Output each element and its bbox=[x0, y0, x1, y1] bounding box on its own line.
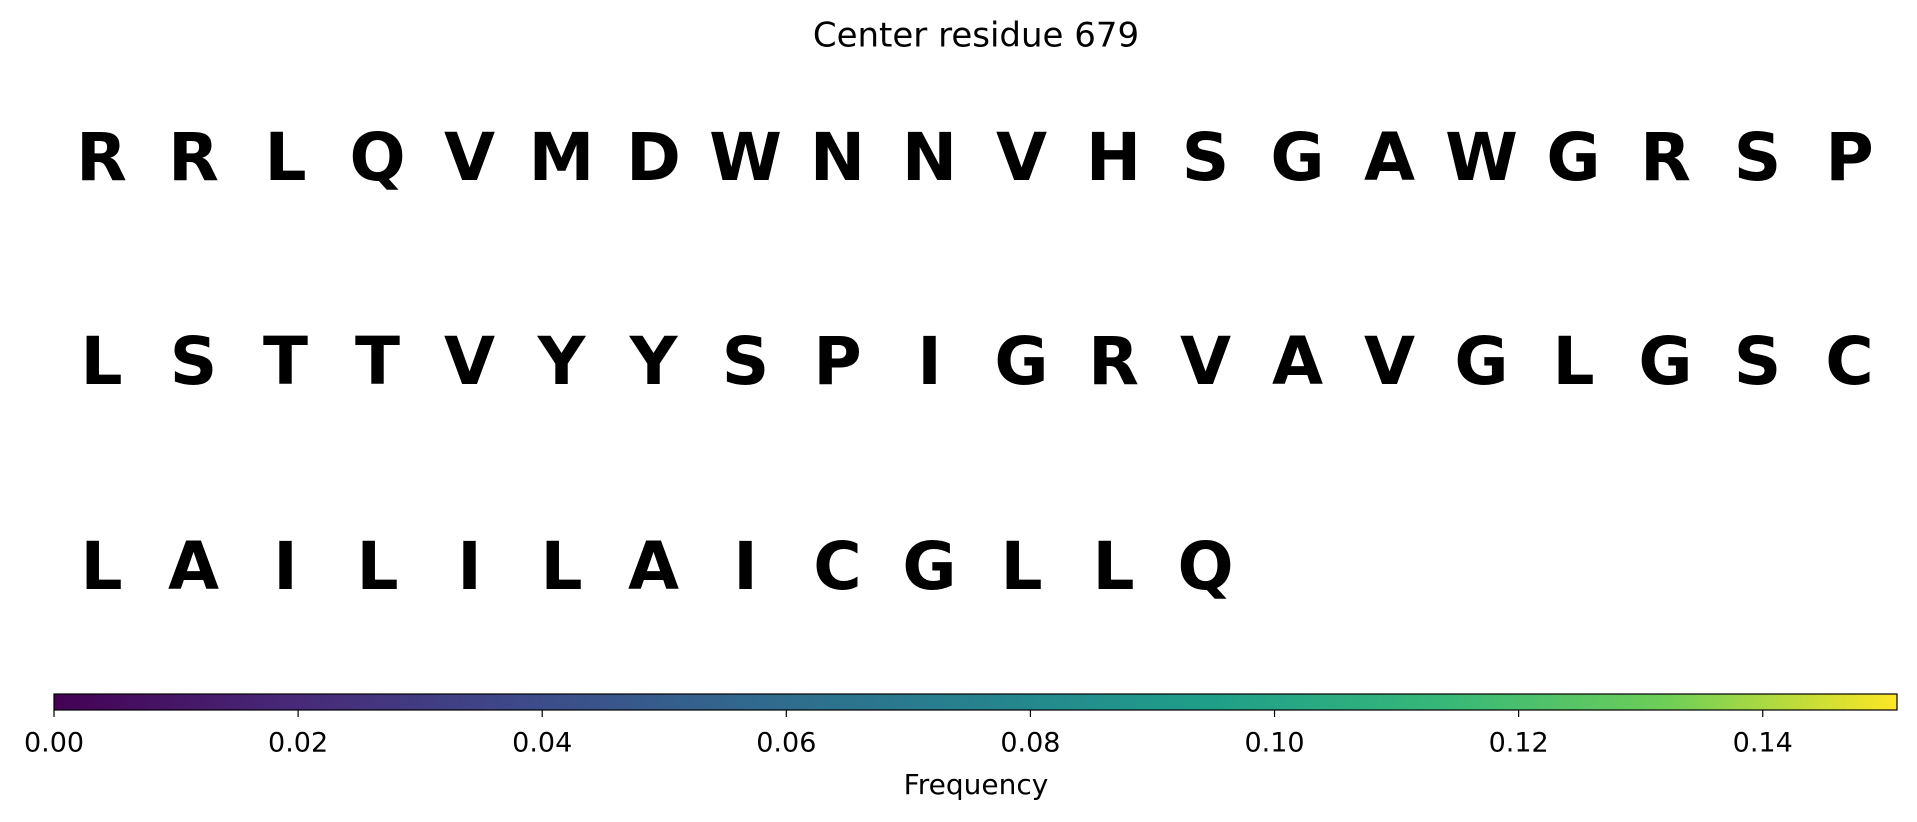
residue-letter: A bbox=[1364, 119, 1415, 196]
chart-title: Center residue 679 bbox=[813, 16, 1139, 56]
residue-letter: L bbox=[1000, 528, 1042, 605]
residue-letter: Q bbox=[349, 119, 405, 196]
residue-letter: I bbox=[733, 528, 758, 605]
residue-letter: P bbox=[813, 323, 861, 400]
residue-letter: R bbox=[168, 119, 219, 196]
residue-letter: I bbox=[457, 528, 482, 605]
residue-letter: G bbox=[1638, 323, 1692, 400]
x-tick-label: 0.12 bbox=[1489, 728, 1549, 759]
residue-letter: I bbox=[273, 528, 298, 605]
residue-letter: S bbox=[170, 323, 218, 400]
residue-letter: C bbox=[813, 528, 861, 605]
residue-letter: I bbox=[917, 323, 942, 400]
residue-letter: L bbox=[540, 528, 582, 605]
residue-letter: R bbox=[1088, 323, 1139, 400]
residue-letter: A bbox=[1272, 323, 1323, 400]
residue-letter: S bbox=[1734, 119, 1782, 196]
residue-letter: S bbox=[722, 323, 770, 400]
x-tick-label: 0.14 bbox=[1733, 728, 1793, 759]
residue-letter: D bbox=[626, 119, 681, 196]
residue-letter: G bbox=[902, 528, 956, 605]
residue-letter: W bbox=[1445, 119, 1518, 196]
residue-letter: S bbox=[1734, 323, 1782, 400]
residue-letter: T bbox=[355, 323, 400, 400]
residue-letter: L bbox=[356, 528, 398, 605]
x-tick-label: 0.00 bbox=[24, 728, 84, 759]
residue-letter: A bbox=[628, 528, 679, 605]
residue-letter: R bbox=[76, 119, 127, 196]
residue-letter: L bbox=[1552, 323, 1594, 400]
residue-letter: L bbox=[80, 528, 122, 605]
residue-letter: G bbox=[1546, 119, 1600, 196]
x-tick-label: 0.06 bbox=[756, 728, 816, 759]
residue-letter: A bbox=[168, 528, 219, 605]
x-tick-label: 0.08 bbox=[1000, 728, 1060, 759]
residue-letter: M bbox=[529, 119, 595, 196]
residue-letter: H bbox=[1086, 119, 1141, 196]
residue-letter: Y bbox=[629, 323, 679, 400]
residue-letter: G bbox=[994, 323, 1048, 400]
x-tick-label: 0.10 bbox=[1244, 728, 1304, 759]
x-axis-label: Frequency bbox=[904, 768, 1049, 801]
x-tick-label: 0.04 bbox=[512, 728, 572, 759]
residue-letter: V bbox=[1364, 323, 1415, 400]
residue-letter: L bbox=[264, 119, 306, 196]
residue-letter: G bbox=[1454, 323, 1508, 400]
residue-letter: Y bbox=[537, 323, 587, 400]
residue-letter: S bbox=[1182, 119, 1230, 196]
residue-letter: N bbox=[810, 119, 865, 196]
residue-letter: V bbox=[444, 323, 495, 400]
residue-letter: N bbox=[902, 119, 957, 196]
residue-letter: L bbox=[1092, 528, 1134, 605]
residue-letter: V bbox=[1180, 323, 1231, 400]
colorbar bbox=[53, 693, 1898, 711]
residue-letter: T bbox=[263, 323, 308, 400]
residue-letter: V bbox=[996, 119, 1047, 196]
residue-letter: Q bbox=[1177, 528, 1233, 605]
residue-letter: G bbox=[1270, 119, 1324, 196]
x-tick-label: 0.02 bbox=[268, 728, 328, 759]
residue-letter: W bbox=[709, 119, 782, 196]
residue-letter: R bbox=[1640, 119, 1691, 196]
residue-letter: V bbox=[444, 119, 495, 196]
residue-letter: C bbox=[1825, 323, 1873, 400]
residue-letter: L bbox=[80, 323, 122, 400]
residue-letter: P bbox=[1825, 119, 1873, 196]
